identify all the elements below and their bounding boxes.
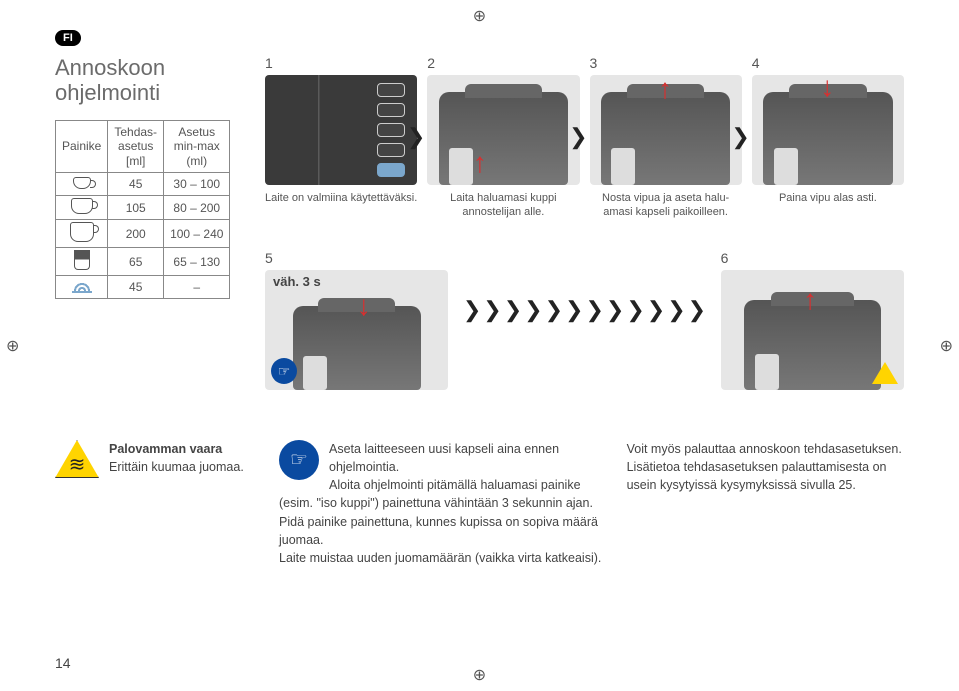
cell: 45 xyxy=(108,173,164,196)
step-image: ↓ xyxy=(752,75,904,185)
step-number: 2 xyxy=(427,55,579,71)
cell: 65 – 130 xyxy=(164,248,230,276)
step-5: 5 väh. 3 s ↓ ☞ xyxy=(265,250,448,390)
th-factory: Tehdas- asetus [ml] xyxy=(108,121,164,173)
step-2: 2 ↑ Laita haluamasi kuppi annostelijan a… xyxy=(427,55,579,220)
page-number: 14 xyxy=(55,655,71,671)
steam-icon xyxy=(72,279,92,293)
chevron-right-icon: ❯ xyxy=(731,124,749,150)
crop-mark: ⊕ xyxy=(473,665,486,685)
step-image xyxy=(265,75,417,185)
cell: 105 xyxy=(108,196,164,220)
arrow-red-icon: ↑ xyxy=(473,147,487,179)
control-panel-illustration xyxy=(265,75,417,185)
cup-icon xyxy=(71,198,93,214)
step-number: 5 xyxy=(265,250,448,266)
machine-illustration xyxy=(763,92,892,186)
title-line1: Annoskoon xyxy=(55,55,165,80)
th-button: Painike xyxy=(56,121,108,173)
step-6: 6 ↑ xyxy=(721,250,904,390)
cell: 65 xyxy=(108,248,164,276)
step-image: ↑ xyxy=(427,75,579,185)
hand-icon: ☞ xyxy=(279,440,319,480)
cup-small-icon xyxy=(73,177,91,189)
step-number: 4 xyxy=(752,55,904,71)
crop-mark: ⊕ xyxy=(6,336,19,356)
arrow-red-icon: ↓ xyxy=(357,290,371,322)
table-row: 45 – xyxy=(56,276,230,299)
settings-table: Painike Tehdas- asetus [ml] Asetus min-m… xyxy=(55,120,245,299)
crop-mark: ⊕ xyxy=(473,6,486,26)
glass-icon xyxy=(74,250,90,270)
step-image: ↑ xyxy=(721,270,904,390)
cell: 30 – 100 xyxy=(164,173,230,196)
warning-triangle-icon xyxy=(55,440,99,478)
cell: 100 – 240 xyxy=(164,220,230,248)
step-caption: Nosta vipua ja aseta halu- amasi kapseli… xyxy=(590,191,742,220)
machine-illustration xyxy=(601,92,730,186)
arrow-red-icon: ↓ xyxy=(820,75,834,103)
steps-row-2: 5 väh. 3 s ↓ ☞ ❯❯❯❯❯❯❯❯❯❯❯❯ 6 ↑ xyxy=(265,250,904,390)
cell: 200 xyxy=(108,220,164,248)
th-range: Asetus min-max (ml) xyxy=(164,121,230,173)
step-caption: Laita haluamasi kuppi annostelijan alle. xyxy=(427,191,579,220)
reset-info-text: Voit myös palauttaa annoskoon tehdasaset… xyxy=(627,440,904,567)
table-row: 65 65 – 130 xyxy=(56,248,230,276)
chevron-sequence: ❯❯❯❯❯❯❯❯❯❯❯❯ xyxy=(458,250,710,370)
table-row: 200 100 – 240 xyxy=(56,220,230,248)
table-row: 105 80 – 200 xyxy=(56,196,230,220)
step-caption: Laite on valmiina käytettäväksi. xyxy=(265,191,417,205)
instruction-body: Aseta laitteeseen uusi kapseli aina enne… xyxy=(279,442,601,565)
page-title: Annoskoon ohjelmointi xyxy=(55,55,165,106)
chevron-right-icon: ❯ xyxy=(407,124,425,150)
step-4: 4 ↓ Paina vipu alas asti. xyxy=(752,55,904,220)
instruction-text: ☞ Aseta laitteeseen uusi kapseli aina en… xyxy=(279,440,603,567)
step-number: 6 xyxy=(721,250,904,266)
cell: – xyxy=(164,276,230,299)
cell: 45 xyxy=(108,276,164,299)
steps-row-1: 1 Laite on valmiina käytettäväksi. ❯ 2 ↑… xyxy=(265,55,904,220)
crop-mark: ⊕ xyxy=(940,336,953,356)
warn-text: Erittäin kuumaa juomaa. xyxy=(109,460,244,474)
step-number: 1 xyxy=(265,55,417,71)
cup-large-icon xyxy=(70,222,94,242)
step-caption: Paina vipu alas asti. xyxy=(752,191,904,205)
arrow-red-icon: ↑ xyxy=(803,284,817,316)
bottom-text-row: Palovamman vaara Erittäin kuumaa juomaa.… xyxy=(55,440,904,567)
step-3: 3 ↑ Nosta vipua ja aseta halu- amasi kap… xyxy=(590,55,742,220)
table-row: 45 30 – 100 xyxy=(56,173,230,196)
machine-illustration xyxy=(439,92,568,186)
step-number: 3 xyxy=(590,55,742,71)
burn-warning: Palovamman vaara Erittäin kuumaa juomaa. xyxy=(55,440,255,567)
wait-label: väh. 3 s xyxy=(273,274,321,289)
language-badge: FI xyxy=(55,30,81,46)
arrow-red-icon: ↑ xyxy=(658,75,672,105)
title-line2: ohjelmointi xyxy=(55,80,160,105)
chevron-right-icon: ❯ xyxy=(569,124,587,150)
step-image: väh. 3 s ↓ ☞ xyxy=(265,270,448,390)
step-image: ↑ xyxy=(590,75,742,185)
cell: 80 – 200 xyxy=(164,196,230,220)
warn-title: Palovamman vaara xyxy=(109,442,222,456)
hand-icon: ☞ xyxy=(271,358,297,384)
step-1: 1 Laite on valmiina käytettäväksi. ❯ xyxy=(265,55,417,220)
